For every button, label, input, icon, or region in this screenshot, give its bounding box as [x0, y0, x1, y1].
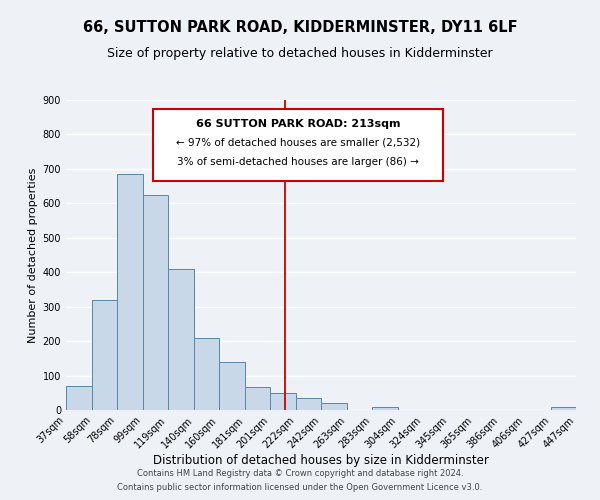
X-axis label: Distribution of detached houses by size in Kidderminster: Distribution of detached houses by size …	[153, 454, 489, 467]
Bar	[143, 194, 168, 410]
Bar	[372, 406, 398, 410]
Bar	[321, 403, 347, 410]
Y-axis label: Number of detached properties: Number of detached properties	[28, 168, 38, 342]
Text: 66 SUTTON PARK ROAD: 213sqm: 66 SUTTON PARK ROAD: 213sqm	[196, 118, 400, 128]
Bar	[92, 300, 117, 410]
Text: ← 97% of detached houses are smaller (2,532): ← 97% of detached houses are smaller (2,…	[176, 137, 420, 147]
Bar	[245, 386, 270, 410]
Bar	[296, 398, 321, 410]
Bar	[551, 407, 576, 410]
Text: 66, SUTTON PARK ROAD, KIDDERMINSTER, DY11 6LF: 66, SUTTON PARK ROAD, KIDDERMINSTER, DY1…	[83, 20, 517, 35]
FancyBboxPatch shape	[152, 110, 443, 180]
Text: Size of property relative to detached houses in Kidderminster: Size of property relative to detached ho…	[107, 48, 493, 60]
Bar	[194, 338, 219, 410]
Text: Contains HM Land Registry data © Crown copyright and database right 2024.: Contains HM Land Registry data © Crown c…	[137, 468, 463, 477]
Bar	[117, 174, 143, 410]
Text: 3% of semi-detached houses are larger (86) →: 3% of semi-detached houses are larger (8…	[177, 158, 419, 168]
Bar	[168, 269, 194, 410]
Bar	[66, 386, 92, 410]
Bar	[219, 362, 245, 410]
Text: Contains public sector information licensed under the Open Government Licence v3: Contains public sector information licen…	[118, 484, 482, 492]
Bar	[270, 394, 296, 410]
